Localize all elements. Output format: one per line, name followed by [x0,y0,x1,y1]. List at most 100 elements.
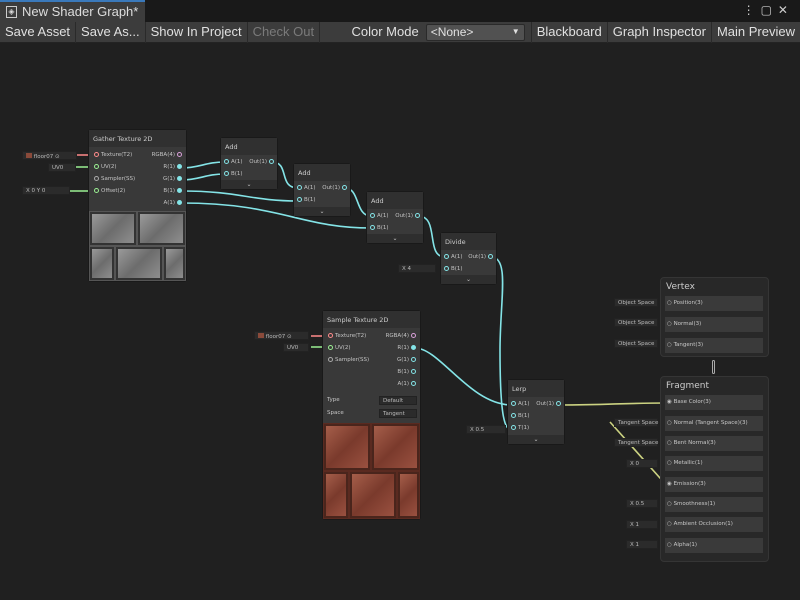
input-port[interactable]: B(1) [368,225,389,231]
sample-uv-dropdown[interactable]: UV0 [283,343,309,352]
collapse-chevron-icon[interactable]: ⌄ [367,234,423,243]
divide-node[interactable]: Divide A(1) B(1) Out(1) ⌄ [440,232,497,285]
check-out-button[interactable]: Check Out [248,22,321,43]
collapse-chevron-icon[interactable]: ⌄ [294,207,350,216]
wire-a-add3b [180,202,372,229]
ambient-occlusion-field[interactable]: X 1 [626,520,658,529]
toolbar: Save Asset Save As... Show In Project Ch… [0,22,800,43]
bent-normal-space-field[interactable]: Tangent Space [614,438,658,447]
window-controls[interactable]: ⋮▢✕ [742,3,794,17]
lerp-node[interactable]: Lerp A(1) B(1) T(1) Out(1) ⌄ [507,379,565,445]
collapse-chevron-icon[interactable]: ⌄ [221,180,277,189]
input-port[interactable]: B(1) [222,171,243,177]
sample-texture-2d-node[interactable]: Sample Texture 2D Texture(T2) UV(2) Samp… [322,310,421,520]
gather-texture-field[interactable]: floor07 ⊙ [22,151,77,160]
lerp-t-field[interactable]: X 0.5 [466,425,506,434]
normal-tangent-space-field[interactable]: Tangent Space [614,418,658,427]
vertex-slot-normal[interactable]: ○ Normal(3) [665,317,763,332]
input-port[interactable]: Offset(2) [92,188,125,194]
gather-offset-field[interactable]: X 0 Y 0 [22,186,70,195]
vertex-slot-tangent[interactable]: ○ Tangent(3) [665,338,763,353]
input-port[interactable]: A(1) [442,254,463,260]
gather-uv-dropdown[interactable]: UV0 [48,163,76,172]
tab-shader-graph[interactable]: ◈ New Shader Graph* [0,0,145,22]
output-port[interactable]: Out(1) [395,213,422,219]
position-space-field[interactable]: Object Space [614,298,658,307]
color-mode-select[interactable]: <None> [425,24,525,41]
node-title: Sample Texture 2D [323,311,420,328]
fragment-slot-metallic[interactable]: ○ Metallic(1) [665,456,763,471]
space-label: Space [327,410,344,416]
tangent-space-field[interactable]: Object Space [614,339,658,348]
input-port[interactable]: B(1) [509,413,530,419]
metallic-field[interactable]: X 0 [626,459,658,468]
fragment-slot-base-color[interactable]: ◉ Base Color(3) [665,395,763,410]
input-port[interactable]: A(1) [295,185,316,191]
output-port[interactable]: B(1) [397,369,418,375]
add-node[interactable]: Add A(1) B(1) Out(1) ⌄ [293,163,351,217]
add-node[interactable]: Add A(1) B(1) Out(1) ⌄ [220,137,278,190]
output-port[interactable]: G(1) [163,176,184,182]
normal-space-field[interactable]: Object Space [614,318,658,327]
sample-texture-field[interactable]: floor07 ⊙ [254,331,309,340]
wire-b-add2b [180,190,299,202]
input-port[interactable]: UV(2) [326,345,351,351]
fragment-slot-smoothness[interactable]: ○ Smoothness(1) [665,497,763,512]
input-port[interactable]: A(1) [222,159,243,165]
output-port[interactable]: Out(1) [468,254,495,260]
type-dropdown[interactable]: Default [379,396,417,405]
smoothness-field[interactable]: X 0.5 [626,499,658,508]
space-dropdown[interactable]: Tangent [379,409,417,418]
fragment-slot-emission[interactable]: ◉ Emission(3) [665,477,763,492]
fragment-context[interactable]: Fragment ◉ Base Color(3) ○ Normal (Tange… [660,376,769,562]
output-port[interactable]: A(1) [163,200,184,206]
vertex-slot-position[interactable]: ○ Position(3) [665,296,763,311]
fragment-slot-alpha[interactable]: ○ Alpha(1) [665,538,763,553]
input-port[interactable]: Texture(T2) [326,333,366,339]
shader-graph-icon: ◈ [6,6,17,18]
output-port[interactable]: Out(1) [322,185,349,191]
gather-texture-2d-node[interactable]: Gather Texture 2D Texture(T2) UV(2) Samp… [88,129,187,282]
save-asset-button[interactable]: Save Asset [0,22,77,43]
stone-texture-preview [89,211,186,281]
output-port[interactable]: A(1) [397,381,418,387]
fragment-slot-bent-normal[interactable]: ○ Bent Normal(3) [665,436,763,451]
output-port[interactable]: RGBA(4) [386,333,418,339]
collapse-chevron-icon[interactable]: ⌄ [441,275,496,284]
output-port[interactable]: R(1) [397,345,418,351]
input-port[interactable]: A(1) [509,401,530,407]
input-port[interactable]: A(1) [368,213,389,219]
node-title: Lerp [508,380,564,397]
input-port[interactable]: T(1) [509,425,529,431]
vertex-context[interactable]: Vertex ○ Position(3) ○ Normal(3) ○ Tange… [660,277,769,357]
input-port[interactable]: Sampler(SS) [326,357,369,363]
output-port[interactable]: Out(1) [249,159,276,165]
output-port[interactable]: G(1) [397,357,418,363]
context-title: Fragment [666,381,709,391]
wire-lerp-basecolor [558,402,669,406]
input-port[interactable]: Texture(T2) [92,152,132,158]
blackboard-button[interactable]: Blackboard [530,22,608,43]
output-port[interactable]: R(1) [163,164,184,170]
vertex-fragment-link [712,360,715,374]
output-port[interactable]: Out(1) [536,401,563,407]
add-node[interactable]: Add A(1) B(1) Out(1) ⌄ [366,191,424,244]
input-port[interactable]: Sampler(SS) [92,176,135,182]
input-port[interactable]: B(1) [295,197,316,203]
divide-b-field[interactable]: X 4 [398,264,436,273]
collapse-chevron-icon[interactable]: ⌄ [508,435,564,444]
output-port[interactable]: B(1) [163,188,184,194]
main-preview-button[interactable]: Main Preview [716,24,795,39]
fragment-slot-normal[interactable]: ○ Normal (Tangent Space)(3) [665,416,763,431]
fragment-slot-ambient-occlusion[interactable]: ○ Ambient Occlusion(1) [665,517,763,532]
wire-r-add1a [180,161,226,169]
graph-inspector-button[interactable]: Graph Inspector [608,22,712,43]
save-as-button[interactable]: Save As... [76,22,146,43]
input-port[interactable]: B(1) [442,266,463,272]
input-port[interactable]: UV(2) [92,164,117,170]
alpha-field[interactable]: X 1 [626,540,658,549]
output-port[interactable]: RGBA(4) [152,152,184,158]
show-in-project-button[interactable]: Show In Project [146,22,248,43]
wire-div-lerpT [490,256,513,431]
